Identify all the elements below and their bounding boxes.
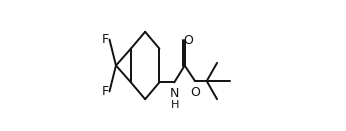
Text: H: H [171, 100, 179, 110]
Text: N: N [170, 87, 179, 100]
Text: O: O [190, 86, 200, 99]
Text: O: O [184, 34, 193, 47]
Text: F: F [102, 33, 109, 46]
Text: F: F [102, 85, 109, 98]
